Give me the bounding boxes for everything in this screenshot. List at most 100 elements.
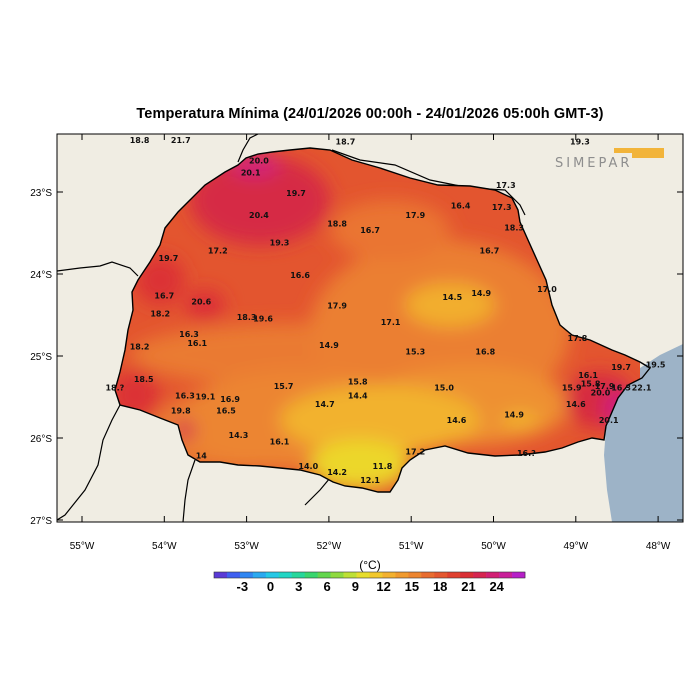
colorbar-segment: [473, 572, 487, 578]
station-value: 17.1: [381, 318, 401, 327]
colorbar-segment: [395, 572, 409, 578]
station-value: 19.7: [286, 189, 306, 198]
station-value: 16.9: [220, 395, 240, 404]
station-value: 16.?: [517, 449, 536, 458]
station-value: 16.3: [175, 392, 195, 401]
station-value: 21.7: [171, 136, 191, 145]
colorbar-segment: [447, 572, 461, 578]
station-value: 20.0: [249, 156, 269, 165]
station-value: 14.5: [442, 293, 462, 302]
station-value: 14.4: [348, 392, 368, 401]
colorbar-segment: [343, 572, 357, 578]
neighbor-border-sc: [182, 459, 196, 522]
station-value: 19.6: [253, 315, 273, 324]
lon-tick-label: 51°W: [399, 541, 424, 552]
colorbar-segment: [369, 572, 383, 578]
station-value: 19.3: [570, 137, 590, 146]
station-value: 16.1: [578, 371, 598, 380]
station-value: 14.9: [504, 411, 524, 420]
lat-tick-label: 24°S: [30, 270, 52, 281]
colorbar-segment: [252, 572, 267, 578]
colorbar-label: 0: [267, 579, 274, 594]
colorbar-segment: [486, 572, 500, 578]
station-value: 17.3: [492, 203, 512, 212]
station-value: 14.6: [447, 416, 467, 425]
station-value: 16.1: [187, 339, 207, 348]
station-value: 16.5: [216, 406, 236, 415]
station-value: 18.2: [130, 342, 150, 351]
station-value: 15.7: [274, 382, 294, 391]
colorbar: (°C) -3 0 3 6 9 12 15 18 21 24: [213, 558, 526, 594]
station-value: 15.8: [348, 378, 368, 387]
colorbar-segment: [356, 572, 370, 578]
station-value: 19.7: [611, 363, 631, 372]
colorbar-segment: [408, 572, 422, 578]
station-value: 14: [196, 452, 208, 461]
lon-tick-label: 50°W: [481, 541, 506, 552]
colorbar-segment: [434, 572, 448, 578]
station-value: 17.3: [496, 181, 516, 190]
station-value: 18.2: [150, 310, 170, 319]
station-value: 14.9: [471, 289, 491, 298]
station-value: 19.1: [196, 393, 216, 402]
station-value: 20.0: [591, 388, 611, 397]
station-value: 17.2: [405, 447, 425, 456]
lat-tick-label: 27°S: [30, 516, 52, 527]
station-value: 14.6: [566, 400, 586, 409]
colorbar-label: 12: [376, 579, 390, 594]
station-value: 17.9: [327, 301, 347, 310]
station-value: 15.8: [581, 379, 601, 388]
station-value: 19.7: [159, 254, 179, 263]
axis-ticks: 55°W 54°W 53°W 52°W 51°W 50°W 49°W 48°W 23°S 24°S…: [30, 134, 683, 552]
station-value: 16.1: [270, 438, 290, 447]
station-value: 17.2: [208, 247, 228, 256]
station-value: 19.5: [646, 361, 666, 370]
neighbor-border-arg: [57, 404, 121, 521]
neighbor-border-sc2: [304, 477, 331, 506]
colorbar-segment: [460, 572, 474, 578]
colorbar-segment: [499, 572, 513, 578]
colorbar-segment: [304, 572, 318, 578]
station-value: 16.7: [360, 226, 380, 235]
station-value: 18.3: [504, 224, 524, 233]
lon-tick-label: 53°W: [234, 541, 259, 552]
station-value: 14.0: [298, 462, 318, 471]
colorbar-label: 24: [489, 579, 504, 594]
station-value: 16.7: [480, 247, 500, 256]
colorbar-label: 15: [405, 579, 419, 594]
parana-state-border: [114, 147, 652, 493]
station-value: 20.4: [249, 211, 269, 220]
lon-tick-label: 49°W: [564, 541, 589, 552]
station-value: 22.1: [632, 383, 652, 392]
station-value: 11.8: [373, 462, 393, 471]
station-value: 12.1: [360, 476, 380, 485]
logo-text: SIMEPAR: [555, 156, 632, 171]
lon-tick-label: 52°W: [317, 541, 342, 552]
station-value: 20.6: [191, 297, 211, 306]
colorbar-segment: [330, 572, 344, 578]
station-value: 16.3: [179, 330, 199, 339]
colorbar-segment: [214, 572, 228, 578]
logo-bar: [614, 148, 664, 153]
station-value: 14.7: [315, 400, 335, 409]
station-value: 14.9: [319, 341, 339, 350]
station-value: 16.3: [611, 383, 631, 392]
station-value: 17.0: [537, 285, 557, 294]
colorbar-label: 9: [352, 579, 359, 594]
map-frame: [56, 133, 684, 523]
colorbar-segment: [239, 572, 254, 578]
station-value: 20.1: [241, 169, 261, 178]
simepar-logo: SIMEPAR: [555, 148, 664, 171]
lon-tick-label: 54°W: [152, 541, 177, 552]
lon-tick-label: 48°W: [646, 541, 671, 552]
colorbar-segment: [265, 572, 280, 578]
station-value: 18.8: [130, 136, 150, 145]
colorbar-segment: [278, 572, 293, 578]
station-value: 15.9: [562, 383, 582, 392]
colorbar-label: 3: [295, 579, 302, 594]
colorbar-frame: [213, 571, 526, 579]
station-value: 17.9: [595, 382, 615, 391]
station-value: 15.3: [405, 347, 425, 356]
station-value: 17.9: [405, 211, 425, 220]
colorbar-label: 6: [323, 579, 330, 594]
